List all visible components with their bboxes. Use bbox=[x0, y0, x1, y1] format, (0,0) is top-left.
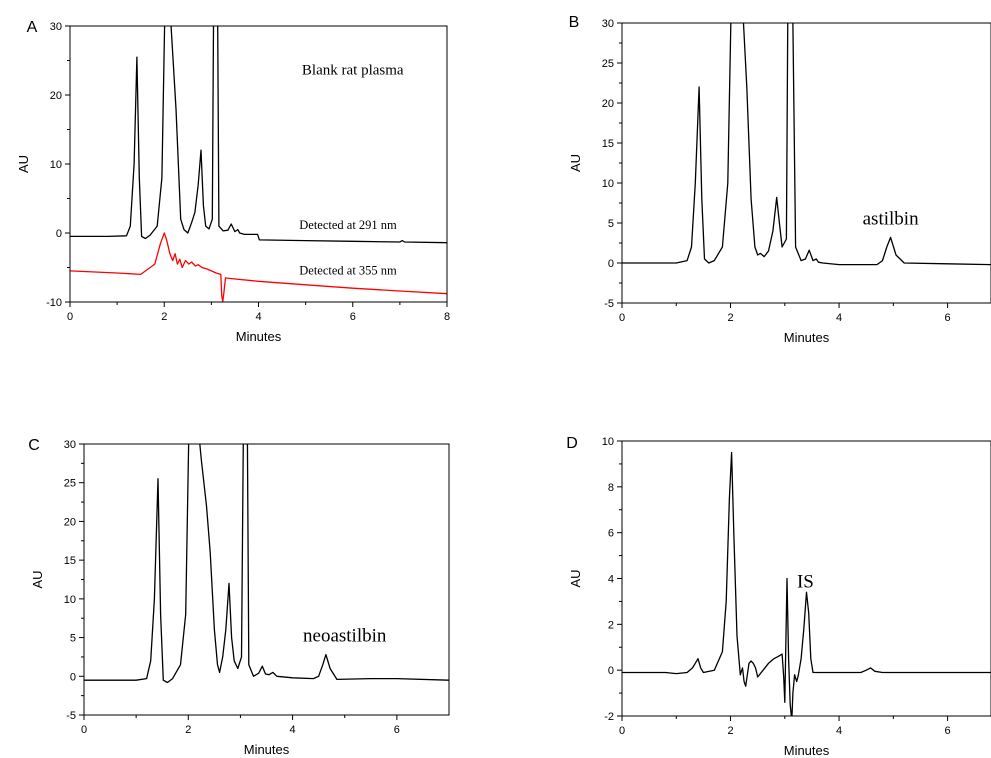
panel-c-x-tick-label: 4 bbox=[290, 724, 296, 736]
panel-c-x-tick-label: 2 bbox=[185, 724, 191, 736]
panel-a-y-tick-label: 30 bbox=[50, 21, 62, 33]
panel-a-y-tick-label: 20 bbox=[50, 90, 62, 102]
panel-b-x-tick-label: 6 bbox=[945, 312, 951, 324]
panel-a-axes: 0 2 4 6 8 -10 0 10 20 30 Minutes AU A Blank rat plasm… bbox=[16, 19, 450, 344]
panel-b-y-tick-label: 5 bbox=[608, 218, 614, 230]
panel-c-y-tick-label: 20 bbox=[64, 516, 76, 528]
panel-d-y-tick-label: -2 bbox=[604, 711, 614, 723]
panel-c bbox=[84, 444, 449, 684]
panel-c-y-tick-label: 15 bbox=[64, 555, 76, 567]
panel-b-x-tick-label: 2 bbox=[727, 312, 733, 324]
panel-b-y-tick-label: 25 bbox=[602, 58, 614, 70]
panel-d bbox=[622, 451, 991, 716]
panel-b-x-tick-label: 4 bbox=[836, 312, 842, 324]
panel-d-x-tick-label: 4 bbox=[836, 725, 842, 737]
panel-d-y-tick-label: 0 bbox=[608, 665, 614, 677]
panel-b-annotation-1: astilbin bbox=[863, 209, 919, 230]
panel-d-y-tick-label: 6 bbox=[608, 528, 614, 540]
panel-a-annotation-3: Detected at 355 nm bbox=[299, 263, 397, 277]
panel-d-series-line-1 bbox=[622, 451, 991, 716]
panel-a-annotation-1: Blank rat plasma bbox=[302, 62, 404, 78]
panel-b bbox=[622, 23, 991, 266]
panel-d-annotation-1: IS bbox=[797, 572, 814, 593]
panel-d-x-tick-label: 0 bbox=[619, 725, 625, 737]
panel-d-y-tick-label: 8 bbox=[608, 482, 614, 494]
panel-a bbox=[70, 26, 447, 302]
panel-a-annotation-2: Detected at 291 nm bbox=[299, 218, 397, 232]
panel-a-series-line-1 bbox=[70, 26, 447, 244]
panel-a-y-tick-label: 0 bbox=[56, 228, 62, 240]
panel-b-letter: B bbox=[569, 14, 580, 31]
panel-b-y-tick-label: 10 bbox=[602, 178, 614, 190]
panel-d-y-tick-label: 10 bbox=[602, 436, 614, 448]
panel-d-x-tick-label: 2 bbox=[727, 725, 733, 737]
panel-c-y-tick-label: 30 bbox=[64, 439, 76, 451]
panel-c-y-tick-label: 25 bbox=[64, 478, 76, 490]
panel-a-letter: A bbox=[27, 19, 38, 36]
panel-a-y-tick-label: 10 bbox=[50, 159, 62, 171]
panel-a-x-tick-label: 6 bbox=[350, 311, 356, 323]
panel-c-annotation-1: neoastilbin bbox=[303, 625, 387, 646]
panel-a-series-line-2 bbox=[70, 232, 447, 302]
panel-b-y-tick-label: -5 bbox=[604, 298, 614, 310]
panel-c-x-tick-label: 6 bbox=[394, 724, 400, 736]
panel-b-series-line-1 bbox=[622, 23, 991, 266]
panel-c-y-tick-label: 0 bbox=[70, 671, 76, 683]
panel-c-letter: C bbox=[28, 437, 40, 454]
panel-a-x-tick-label: 2 bbox=[161, 311, 167, 323]
panel-b-x-axis-label: Minutes bbox=[784, 330, 830, 345]
panel-b-x-tick-label: 0 bbox=[619, 312, 625, 324]
panel-b-y-tick-label: 15 bbox=[602, 138, 614, 150]
panel-d-y-tick-label: 4 bbox=[608, 574, 614, 586]
panel-a-x-tick-label: 8 bbox=[444, 311, 450, 323]
panel-c-x-tick-label: 0 bbox=[81, 724, 87, 736]
panel-a-x-tick-label: 0 bbox=[67, 311, 73, 323]
panel-b-y-tick-label: 0 bbox=[608, 258, 614, 270]
panel-d-letter: D bbox=[566, 435, 578, 452]
panel-a-x-axis-label: Minutes bbox=[236, 329, 282, 344]
panel-b-y-axis-label: AU bbox=[568, 154, 583, 172]
panel-a-x-tick-label: 4 bbox=[255, 311, 261, 323]
panel-b-y-tick-label: 20 bbox=[602, 98, 614, 110]
panel-d-axes: 0 2 4 6 -2 0 2 4 6 8 10 Minutes AU D IS bbox=[566, 435, 991, 758]
panel-d-x-tick-label: 6 bbox=[945, 725, 951, 737]
panel-c-y-tick-label: -5 bbox=[66, 710, 76, 722]
panel-a-y-axis-label: AU bbox=[16, 155, 31, 173]
panel-c-series-line-1 bbox=[84, 444, 449, 684]
panel-d-x-axis-label: Minutes bbox=[784, 743, 830, 758]
panel-d-y-axis-label: AU bbox=[568, 569, 583, 587]
panel-c-x-axis-label: Minutes bbox=[244, 742, 290, 757]
panel-a-y-tick-label: -10 bbox=[46, 297, 62, 309]
panel-d-y-tick-label: 2 bbox=[608, 619, 614, 631]
panel-b-plot-frame bbox=[621, 22, 991, 304]
panel-c-y-tick-label: 10 bbox=[64, 594, 76, 606]
panel-c-y-tick-label: 5 bbox=[70, 633, 76, 645]
panel-b-y-tick-label: 30 bbox=[602, 18, 614, 30]
panel-c-y-axis-label: AU bbox=[30, 570, 45, 588]
